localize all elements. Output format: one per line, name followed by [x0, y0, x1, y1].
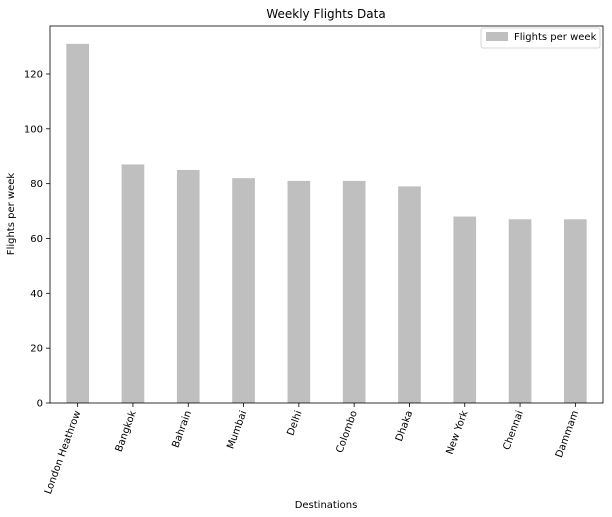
y-tick-label: 20	[30, 344, 43, 355]
x-tick-label: Delhi	[286, 409, 305, 437]
plot-frame	[49, 25, 604, 404]
bars-group	[66, 43, 587, 404]
y-tick-label: 80	[30, 179, 43, 190]
y-tick-label: 0	[37, 399, 43, 410]
x-tick-label: Chennai	[501, 409, 525, 451]
x-axis-label: Destinations	[295, 500, 358, 511]
bar-chennai	[508, 219, 532, 403]
legend-swatch	[486, 32, 508, 41]
bar-bangkok	[121, 164, 145, 403]
y-tick-label: 100	[24, 124, 43, 135]
legend-label: Flights per week	[514, 32, 597, 43]
y-tick-label: 120	[24, 69, 43, 80]
bar-delhi	[287, 180, 311, 403]
x-tick-label: Mumbai	[225, 409, 249, 450]
x-tick-label: Dhaka	[394, 409, 415, 443]
bar-mumbai	[232, 178, 255, 403]
bar-dammam	[564, 219, 587, 403]
bar-colombo	[342, 180, 366, 403]
y-tick-label: 60	[30, 234, 43, 245]
legend: Flights per week	[480, 27, 601, 49]
chart-title: Weekly Flights Data	[266, 7, 385, 21]
x-tick-label: Dammam	[554, 409, 581, 459]
x-tick-label: New York	[445, 409, 471, 456]
x-tick-label: Colombo	[335, 409, 360, 454]
bar-dhaka	[398, 186, 421, 403]
legend-box	[480, 27, 601, 49]
bar-london-heathrow	[66, 43, 89, 404]
x-tick-label: London Heathrow	[43, 409, 83, 496]
x-tick-label: Bangkok	[114, 409, 139, 453]
bar-bahrain	[176, 169, 200, 403]
y-axis-ticks: 0 20 40 60 80 100 120	[24, 69, 50, 410]
x-axis-ticks: London Heathrow Bangkok Bahrain Mumbai Delhi…	[43, 403, 581, 496]
y-tick-label: 40	[30, 289, 43, 300]
x-tick-label: Bahrain	[171, 409, 195, 449]
y-axis-label: Flights per week	[6, 173, 17, 256]
bar-new-york	[453, 216, 477, 403]
